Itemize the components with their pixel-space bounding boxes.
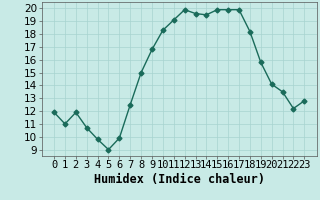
X-axis label: Humidex (Indice chaleur): Humidex (Indice chaleur) (94, 173, 265, 186)
